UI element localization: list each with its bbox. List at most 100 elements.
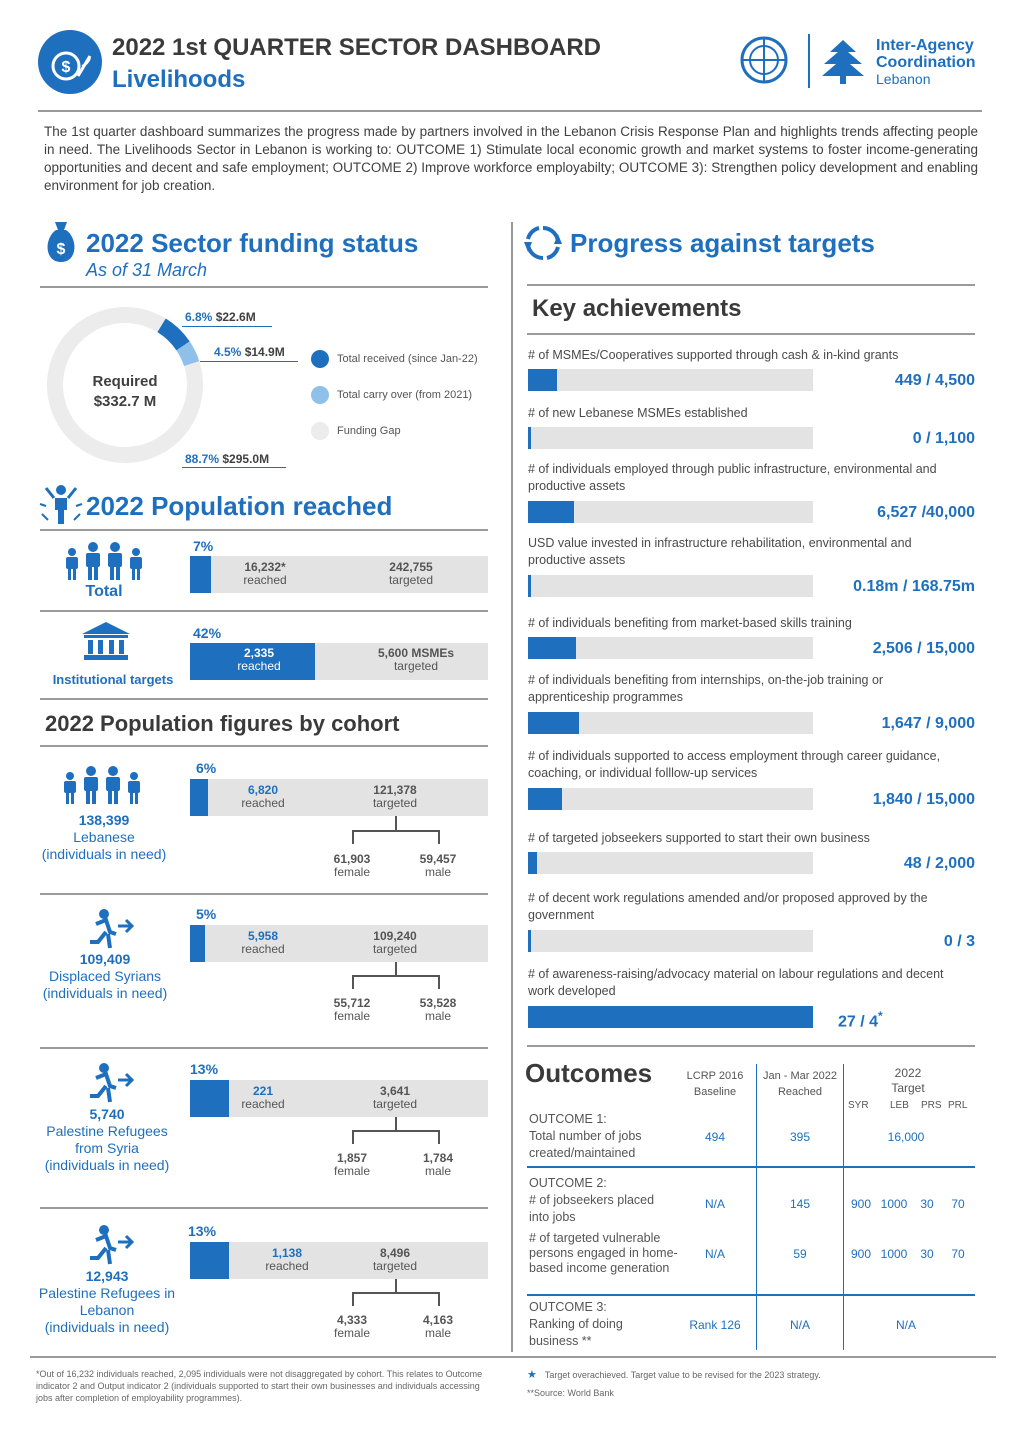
outcome2b-target-syr: 900 [850,1247,872,1261]
pop-inst-pct: 42% [193,625,222,641]
progress-divider [527,284,975,286]
achievement-label: # of decent work regulations amended and… [528,891,928,922]
cohort-prl-label: 12,943 Palestine Refugees in Lebanon (indi… [38,1268,176,1335]
cohort-prs-targeted: 3,641 targeted [372,1084,418,1111]
achievement-bar-fill [528,427,531,449]
cohort-prs-label: 5,740 Palestine Refugees from Syria (indiv… [44,1106,170,1173]
cohort-lebanese-tree [352,830,440,844]
callout-received-line [182,326,272,327]
table-vline-1 [756,1064,757,1350]
pop-total-bar [190,556,488,593]
funding-subtitle: As of 31 March [86,260,208,280]
funding-divider [40,286,488,288]
cohort-prs-female: 1,857 female [333,1151,371,1178]
column-divider [511,222,513,1352]
cohort-prs-tree-stem [395,1117,397,1130]
footnote-right-2: **Source: World Bank [527,1388,614,1398]
target-sub-syr: SYR [848,1100,869,1111]
cohort-title: 2022 Population figures by cohort [45,711,400,736]
cohort-prs-pct: 13% [190,1061,219,1077]
cohort-lebanese-pct: 6% [196,760,217,776]
funding-donut-chart [47,307,203,463]
achievement-bar [528,788,813,810]
achievement-bar-fill [528,788,562,810]
progress-title: Progress against targets [570,228,875,258]
outcome2b-baseline: N/A [704,1247,725,1261]
cohort-prl-targeted: 8,496 targeted [372,1246,418,1273]
achievement-label: # of awareness-raising/advocacy material… [528,967,944,998]
outcome2a-target-syr: 900 [850,1197,872,1211]
footnote-right-1: ★ Target overachieved. Target value to be… [527,1369,821,1381]
cohort-lebanese-targeted: 121,378 targeted [372,783,418,810]
outcome2b-target-prl: 70 [951,1247,965,1261]
cohort-top-divider [40,698,488,700]
svg-text:$: $ [57,241,66,258]
outcome1-reached: 395 [789,1130,811,1144]
achievement-bar-fill [528,712,579,734]
target-sub-prl: PRL [948,1100,968,1111]
target-sub-leb: LEB [890,1100,909,1111]
cohort-syrians-female: 55,712 female [333,996,371,1023]
achievement-value: 449 / 4,500 [894,372,975,389]
person-arms-up-icon [38,484,84,526]
money-bag-icon: $ [42,220,80,264]
achievement-label: # of individuals benefiting from market-… [528,616,852,630]
cohort-lebanese-bar [190,779,488,816]
un-emblem-icon [738,34,790,86]
pop-total-label: Total [85,583,123,600]
population-divider [40,529,488,531]
pop-inst-label: Institutional targets [52,672,174,687]
achievement-label: # of targeted jobseekers supported to st… [528,831,870,845]
achievement-value: 0 / 1,100 [912,430,975,447]
achievement-bar-fill [528,1006,813,1028]
population-title: 2022 Population reached [86,491,393,521]
cohort-lebanese-female: 61,903 female [333,852,371,879]
outcome2a-baseline: N/A [704,1197,725,1211]
bottom-divider [30,1356,996,1358]
people-group-icon [62,540,146,582]
outcome2a-reached: 145 [789,1197,811,1211]
callout-carryover-line [200,361,298,362]
pop-inst-reached: 2,335 reached [237,646,281,673]
outcome3-text: OUTCOME 3: Ranking of doing business ** [529,1300,623,1348]
achievement-bar-fill [528,637,576,659]
table-vline-2 [843,1064,844,1350]
cohort-prl-reached: 1,138 reached [265,1246,309,1273]
header-logo-icon: $ [38,30,102,94]
outcome1-baseline: 494 [704,1130,726,1144]
cohort-prl-bar [190,1242,488,1279]
required-label: Required $332.7 M [92,373,158,410]
pop-total-reached: 16,232* reached [243,560,287,587]
achievement-value: 0.18m / 168.75m [853,578,975,595]
cohort-lebanese-tree-stem [395,816,397,830]
achievement-value: 1,840 / 15,000 [872,791,975,808]
callout-carryover: 4.5% $14.9M [214,345,285,359]
achievement-label: # of individuals employed through public… [528,462,937,493]
pop-total-pct: 7% [193,538,214,554]
outcome2b-text: # of targeted vulnerable persons engaged… [529,1231,678,1275]
achievement-bar-fill [528,369,557,391]
cohort-prs-male: 1,784 male [422,1151,454,1178]
outcome3-target: N/A [895,1318,916,1332]
funding-title: 2022 Sector funding status [86,228,419,258]
star-icon: ★ [527,1369,537,1381]
outcome1-target: 16,000 [887,1130,925,1144]
achievement-bar [528,712,813,734]
achievement-bar [528,369,813,391]
donut-slice-gap [47,307,203,463]
cohort-prs-reached: 221 reached [241,1084,285,1111]
cohort-prl-bar-fill [190,1242,229,1279]
cohort-syrians-reached: 5,958 reached [241,929,285,956]
col-header-baseline: LCRP 2016 Baseline [686,1070,744,1098]
achievement-bar-fill [528,852,537,874]
achievement-bar-fill [528,930,531,952]
cohort-lebanese-label: 138,399 Lebanese (individuals in need) [41,812,167,862]
key-achievements-title: Key achievements [532,295,742,322]
cohort-title-divider [40,745,488,747]
table-hline-1 [527,1166,975,1168]
cohort-prl-female: 4,333 female [333,1313,371,1340]
footnote-left: *Out of 16,232 individuals reached, 2,09… [36,1369,483,1403]
page-subtitle: Livelihoods [112,66,246,93]
cohort-prl-male: 4,163 male [422,1313,454,1340]
cohort-divider-2 [40,1047,488,1049]
